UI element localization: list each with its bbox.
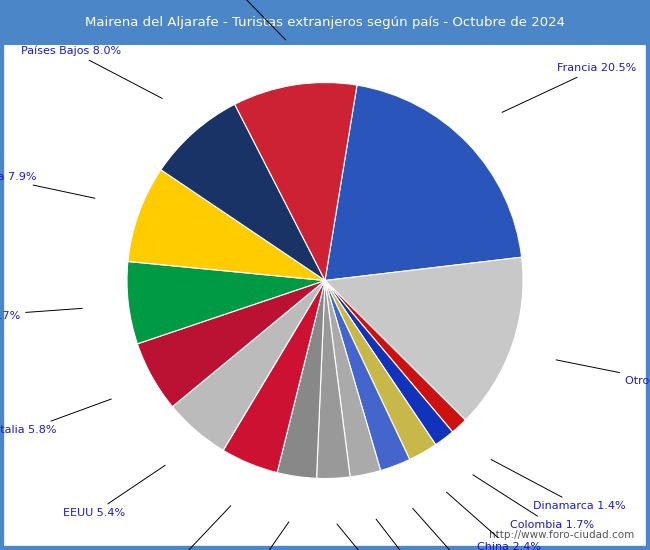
Wedge shape xyxy=(325,280,381,477)
Text: Italia 5.8%: Italia 5.8% xyxy=(0,399,111,435)
Wedge shape xyxy=(325,257,523,420)
Text: Corea 4.7%: Corea 4.7% xyxy=(143,506,231,550)
Text: Portugal 6.7%: Portugal 6.7% xyxy=(0,309,83,321)
Text: China 2.4%: China 2.4% xyxy=(447,492,541,550)
Text: Dinamarca 1.4%: Dinamarca 1.4% xyxy=(491,459,625,512)
Wedge shape xyxy=(325,280,410,471)
Text: Colombia 1.7%: Colombia 1.7% xyxy=(473,475,594,530)
Text: Mairena del Aljarafe - Turistas extranjeros según país - Octubre de 2024: Mairena del Aljarafe - Turistas extranje… xyxy=(85,16,565,29)
Wedge shape xyxy=(127,261,325,344)
Wedge shape xyxy=(325,280,465,432)
Text: Luxemburgo 2.7%: Luxemburgo 2.7% xyxy=(337,524,439,550)
Wedge shape xyxy=(317,280,350,478)
Text: Polonia 2.5%: Polonia 2.5% xyxy=(376,519,460,550)
Wedge shape xyxy=(223,280,325,472)
Text: Reino Unido 10.1%: Reino Unido 10.1% xyxy=(172,0,285,40)
Wedge shape xyxy=(137,280,325,406)
Wedge shape xyxy=(325,280,452,445)
Text: Alemania 7.9%: Alemania 7.9% xyxy=(0,172,95,198)
Wedge shape xyxy=(277,280,325,478)
Wedge shape xyxy=(325,280,436,459)
Wedge shape xyxy=(325,85,522,280)
Text: Otros 14.3%: Otros 14.3% xyxy=(556,360,650,386)
Text: http://www.foro-ciudad.com: http://www.foro-ciudad.com xyxy=(489,530,634,540)
Wedge shape xyxy=(235,82,357,280)
Text: Suiza 2.5%: Suiza 2.5% xyxy=(413,508,496,550)
Text: Países Bajos 8.0%: Países Bajos 8.0% xyxy=(21,46,162,98)
Wedge shape xyxy=(172,280,325,450)
Text: EEUU 5.4%: EEUU 5.4% xyxy=(63,465,165,518)
Text: Austria 3.2%: Austria 3.2% xyxy=(210,522,289,550)
Wedge shape xyxy=(128,170,325,280)
Text: Francia 20.5%: Francia 20.5% xyxy=(502,63,636,112)
FancyBboxPatch shape xyxy=(0,0,650,45)
Wedge shape xyxy=(161,104,325,280)
